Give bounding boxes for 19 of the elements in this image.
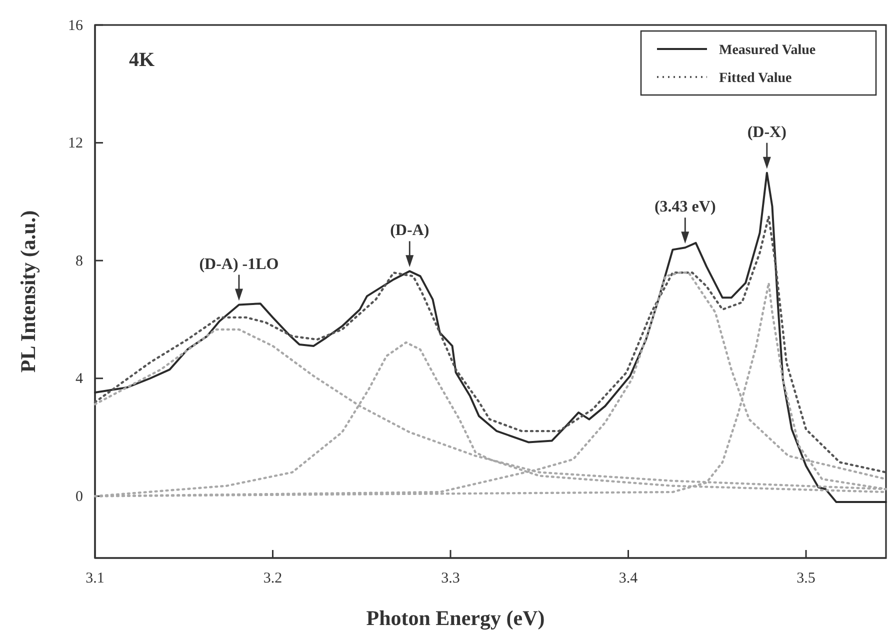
legend-label: Fitted Value xyxy=(719,71,792,86)
y-tick-label: 12 xyxy=(68,136,83,152)
legend-label: Measured Value xyxy=(719,43,816,58)
annotation: (3.43 eV) xyxy=(654,198,716,216)
x-tick-label: 3.2 xyxy=(263,570,282,587)
x-tick-label: 3.3 xyxy=(441,570,460,587)
x-tick-label: 3.4 xyxy=(618,570,638,587)
annotation: (D-A) -1LO xyxy=(199,256,279,273)
y-tick-label: 0 xyxy=(76,488,83,505)
x-axis-title: Photon Energy (eV) xyxy=(366,606,545,630)
y-tick-label: 4 xyxy=(76,371,84,388)
x-tick-label: 3.5 xyxy=(796,570,816,587)
annotation: (D-A) xyxy=(390,222,430,240)
x-tick-label: 3.1 xyxy=(86,570,104,587)
annotation: (D-X) xyxy=(747,124,786,141)
y-tick-label: 16 xyxy=(68,18,84,34)
y-axis-title: PL Intensity (a.u.) xyxy=(16,210,40,373)
annotation: 4K xyxy=(129,49,155,71)
y-tick-label: 8 xyxy=(76,253,83,270)
